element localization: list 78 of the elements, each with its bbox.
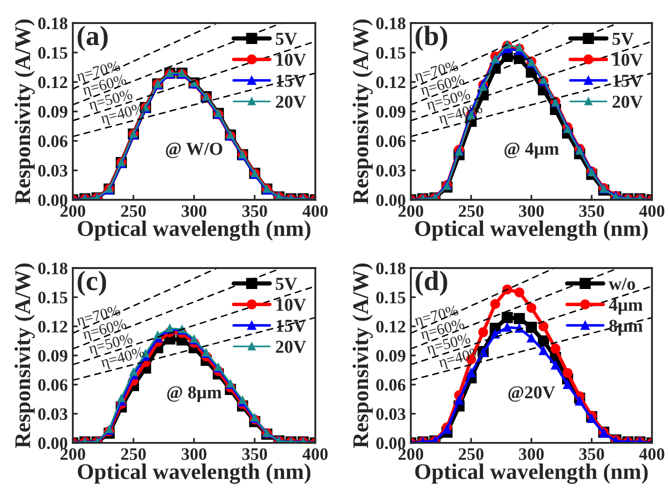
annotation: @ W/O bbox=[166, 142, 222, 158]
y-tick-label: 0.09 bbox=[376, 350, 406, 362]
x-tick-label: 250 bbox=[458, 448, 484, 460]
chart-title: (b) bbox=[416, 26, 448, 51]
x-tick-label: 400 bbox=[302, 205, 328, 217]
x-tick-label: 200 bbox=[398, 448, 424, 460]
y-tick-label: 0.15 bbox=[376, 292, 406, 304]
x-tick-label: 300 bbox=[182, 205, 206, 217]
y-tick-label: 0.12 bbox=[376, 320, 406, 333]
x-axis-title: Optical wavelength (nm) bbox=[415, 463, 648, 484]
legend-label: 4μm bbox=[608, 298, 643, 315]
y-tick-label: 0.06 bbox=[38, 135, 68, 148]
y-tick-label: 0.03 bbox=[376, 164, 406, 177]
legend-label: 10V bbox=[276, 54, 306, 66]
x-tick-label: 250 bbox=[121, 448, 146, 460]
y-tick-label: 0.15 bbox=[38, 292, 68, 304]
y-tick-label: 0.09 bbox=[38, 350, 68, 362]
x-tick-label: 300 bbox=[519, 448, 544, 460]
legend-label: w/o bbox=[608, 278, 636, 290]
legend-label: 5V bbox=[276, 278, 298, 290]
legend-label: 5V bbox=[612, 32, 634, 46]
x-tick-label: 250 bbox=[121, 205, 146, 217]
x-tick-label: 400 bbox=[639, 205, 664, 217]
legend-label: 20V bbox=[612, 96, 643, 108]
y-tick-label: 0.15 bbox=[376, 47, 406, 59]
y-tick-label: 0.00 bbox=[38, 194, 68, 206]
y-tick-label: 0.12 bbox=[38, 320, 68, 333]
x-tick-label: 350 bbox=[579, 205, 604, 217]
y-tick-label: 0.00 bbox=[38, 437, 68, 450]
legend-label: 15V bbox=[613, 74, 643, 88]
annotation: @ 4μm bbox=[504, 142, 559, 159]
annotation: @ 8μm bbox=[167, 386, 222, 402]
y-tick-label: 0.18 bbox=[38, 18, 68, 30]
y-axis-title: Responsivity (A/W) bbox=[14, 264, 35, 448]
x-axis-title: Optical wavelength (nm) bbox=[78, 463, 310, 484]
y-tick-label: 0.12 bbox=[38, 76, 68, 88]
legend-label: 10V bbox=[276, 298, 306, 312]
x-tick-label: 400 bbox=[302, 448, 328, 460]
y-tick-label: 0.00 bbox=[376, 194, 406, 206]
y-axis-title: Responsivity (A/W) bbox=[14, 20, 35, 204]
y-tick-label: 0.06 bbox=[376, 135, 406, 148]
y-tick-label: 0.12 bbox=[376, 76, 406, 88]
y-tick-label: 0.03 bbox=[38, 164, 68, 177]
chart-title: (a) bbox=[78, 26, 108, 51]
x-tick-label: 400 bbox=[639, 448, 664, 460]
legend-label: 8μm bbox=[609, 320, 643, 336]
x-tick-label: 300 bbox=[182, 448, 206, 460]
y-axis-title: Responsivity (A/W) bbox=[352, 264, 373, 448]
x-axis-title: Optical wavelength (nm) bbox=[78, 220, 310, 241]
legend-label: 10V bbox=[613, 54, 643, 66]
x-tick-label: 300 bbox=[519, 205, 544, 217]
x-axis-title: Optical wavelength (nm) bbox=[415, 220, 648, 241]
y-axis-title: Responsivity (A/W) bbox=[352, 20, 373, 204]
legend-label: 15V bbox=[276, 320, 306, 332]
x-tick-label: 200 bbox=[398, 205, 424, 217]
y-tick-label: 0.09 bbox=[38, 106, 68, 118]
x-tick-label: 350 bbox=[242, 205, 268, 217]
x-tick-label: 200 bbox=[60, 205, 86, 217]
y-tick-label: 0.18 bbox=[376, 18, 406, 30]
chart-title: (c) bbox=[78, 270, 106, 296]
annotation: @20V bbox=[508, 386, 556, 402]
x-tick-label: 350 bbox=[579, 448, 604, 460]
legend-label: 20V bbox=[276, 96, 306, 108]
y-tick-label: 0.18 bbox=[38, 262, 68, 274]
y-tick-label: 0.18 bbox=[376, 262, 406, 274]
x-tick-label: 200 bbox=[60, 448, 86, 460]
y-tick-label: 0.00 bbox=[376, 437, 406, 450]
y-tick-label: 0.09 bbox=[376, 106, 406, 118]
y-tick-label: 0.06 bbox=[38, 379, 68, 391]
legend-label: 20V bbox=[276, 340, 306, 354]
chart-title: (d) bbox=[416, 270, 448, 296]
y-tick-label: 0.03 bbox=[376, 408, 406, 420]
y-tick-label: 0.15 bbox=[38, 47, 68, 59]
legend-label: 5V bbox=[276, 32, 298, 46]
x-tick-label: 250 bbox=[458, 205, 484, 217]
y-tick-label: 0.06 bbox=[376, 379, 406, 391]
y-tick-label: 0.03 bbox=[38, 408, 68, 420]
x-tick-label: 350 bbox=[242, 448, 268, 460]
